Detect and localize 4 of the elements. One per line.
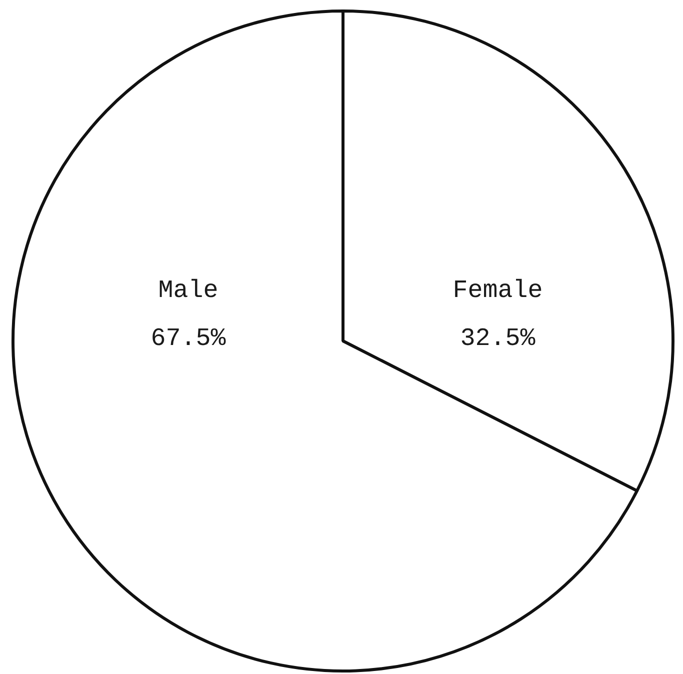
data-label: 67.5%: [150, 324, 227, 354]
slice-label: Female: [452, 276, 543, 306]
data-label: 32.5%: [460, 324, 536, 354]
slice-label: Male: [158, 276, 218, 306]
